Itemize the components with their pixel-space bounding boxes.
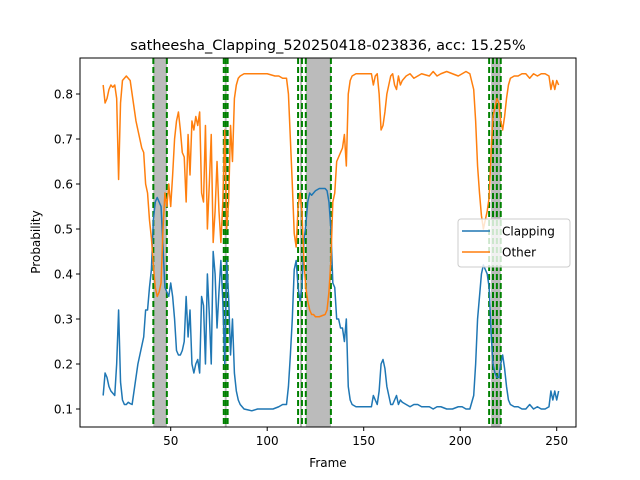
chart-title: satheesha_Clapping_520250418-023836, acc…	[130, 38, 526, 54]
y-tick-label: 0.8	[54, 88, 73, 102]
shaded-region-3	[305, 58, 331, 427]
series-line-other	[102, 70, 560, 318]
y-axis-label: Probability	[29, 210, 43, 273]
y-axis-ticks: 0.1 0.2 0.3 0.4 0.5 0.6 0.7 0.8	[54, 88, 80, 417]
x-tick-label: 200	[449, 434, 472, 448]
x-axis-label: Frame	[309, 456, 346, 470]
y-tick-label: 0.3	[54, 313, 73, 327]
plot-frame	[79, 57, 577, 428]
data-series	[102, 70, 560, 412]
x-axis-ticks: 50 100 150 200 250	[163, 427, 568, 448]
y-tick-label: 0.4	[54, 268, 73, 282]
legend-label-other: Other	[502, 246, 536, 260]
y-tick-label: 0.5	[54, 223, 73, 237]
y-tick-label: 0.6	[54, 178, 73, 192]
boundary-lines	[152, 58, 502, 427]
series-line-clapping	[102, 187, 560, 412]
x-tick-label: 250	[545, 434, 568, 448]
x-tick-label: 50	[163, 434, 178, 448]
legend: Clapping Other	[457, 218, 571, 268]
x-tick-label: 150	[352, 434, 375, 448]
x-tick-label: 100	[256, 434, 279, 448]
y-tick-label: 0.2	[54, 358, 73, 372]
y-tick-label: 0.1	[54, 403, 73, 417]
y-tick-label: 0.7	[54, 133, 73, 147]
shaded-region-0	[153, 58, 167, 427]
legend-label-clapping: Clapping	[502, 225, 555, 239]
